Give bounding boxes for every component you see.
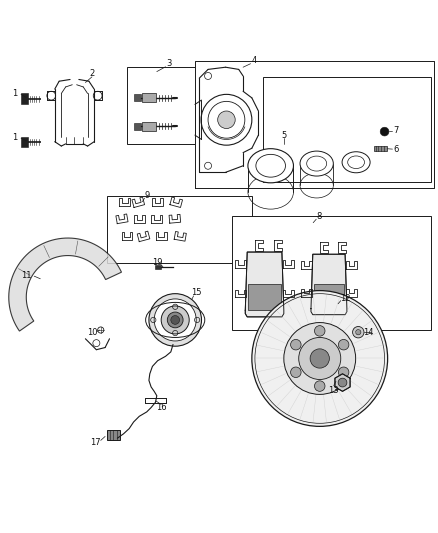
- Polygon shape: [311, 254, 347, 314]
- Text: 6: 6: [394, 144, 399, 154]
- Circle shape: [171, 316, 180, 324]
- Polygon shape: [248, 285, 281, 310]
- Circle shape: [290, 340, 301, 350]
- Bar: [127, 67, 195, 144]
- Bar: [134, 123, 141, 130]
- Circle shape: [353, 327, 364, 338]
- Circle shape: [218, 111, 235, 128]
- Polygon shape: [245, 252, 284, 317]
- Circle shape: [299, 337, 341, 379]
- Circle shape: [290, 367, 301, 377]
- Circle shape: [338, 378, 347, 387]
- Ellipse shape: [300, 151, 333, 176]
- Text: 15: 15: [191, 288, 201, 297]
- Circle shape: [314, 381, 325, 391]
- Text: 7: 7: [394, 126, 399, 135]
- Circle shape: [310, 349, 329, 368]
- Bar: [107, 197, 252, 263]
- Polygon shape: [335, 374, 350, 391]
- Circle shape: [167, 312, 183, 328]
- Text: 13: 13: [328, 385, 339, 394]
- Text: 4: 4: [251, 56, 257, 65]
- Circle shape: [149, 294, 201, 346]
- Circle shape: [154, 299, 196, 341]
- Text: 17: 17: [90, 438, 101, 447]
- Text: 14: 14: [363, 328, 373, 337]
- Text: 1: 1: [12, 89, 17, 98]
- Bar: [107, 430, 120, 440]
- Text: 8: 8: [316, 212, 321, 221]
- Circle shape: [339, 367, 349, 377]
- Bar: [374, 146, 387, 151]
- Text: 19: 19: [152, 257, 163, 266]
- Polygon shape: [195, 61, 434, 188]
- Bar: [142, 93, 156, 102]
- Text: 3: 3: [166, 59, 171, 68]
- Text: 10: 10: [87, 328, 97, 337]
- Polygon shape: [9, 238, 121, 331]
- Bar: [155, 265, 161, 269]
- Bar: [21, 137, 28, 147]
- Circle shape: [314, 326, 325, 336]
- Bar: [263, 77, 431, 182]
- Circle shape: [252, 290, 388, 426]
- Text: 9: 9: [144, 191, 149, 199]
- Circle shape: [380, 127, 389, 136]
- Ellipse shape: [342, 152, 370, 173]
- Text: 5: 5: [281, 131, 286, 140]
- Bar: [21, 93, 28, 104]
- Circle shape: [284, 322, 356, 394]
- Circle shape: [161, 306, 189, 334]
- Circle shape: [339, 340, 349, 350]
- Text: 11: 11: [21, 271, 32, 280]
- Text: 2: 2: [89, 69, 95, 78]
- Bar: [134, 94, 141, 101]
- Bar: [142, 122, 156, 131]
- Text: 12: 12: [340, 294, 350, 303]
- Polygon shape: [314, 285, 344, 309]
- Ellipse shape: [248, 149, 293, 183]
- Text: 16: 16: [156, 403, 166, 413]
- Text: 1: 1: [12, 133, 17, 142]
- Circle shape: [356, 329, 361, 335]
- Bar: [232, 216, 431, 330]
